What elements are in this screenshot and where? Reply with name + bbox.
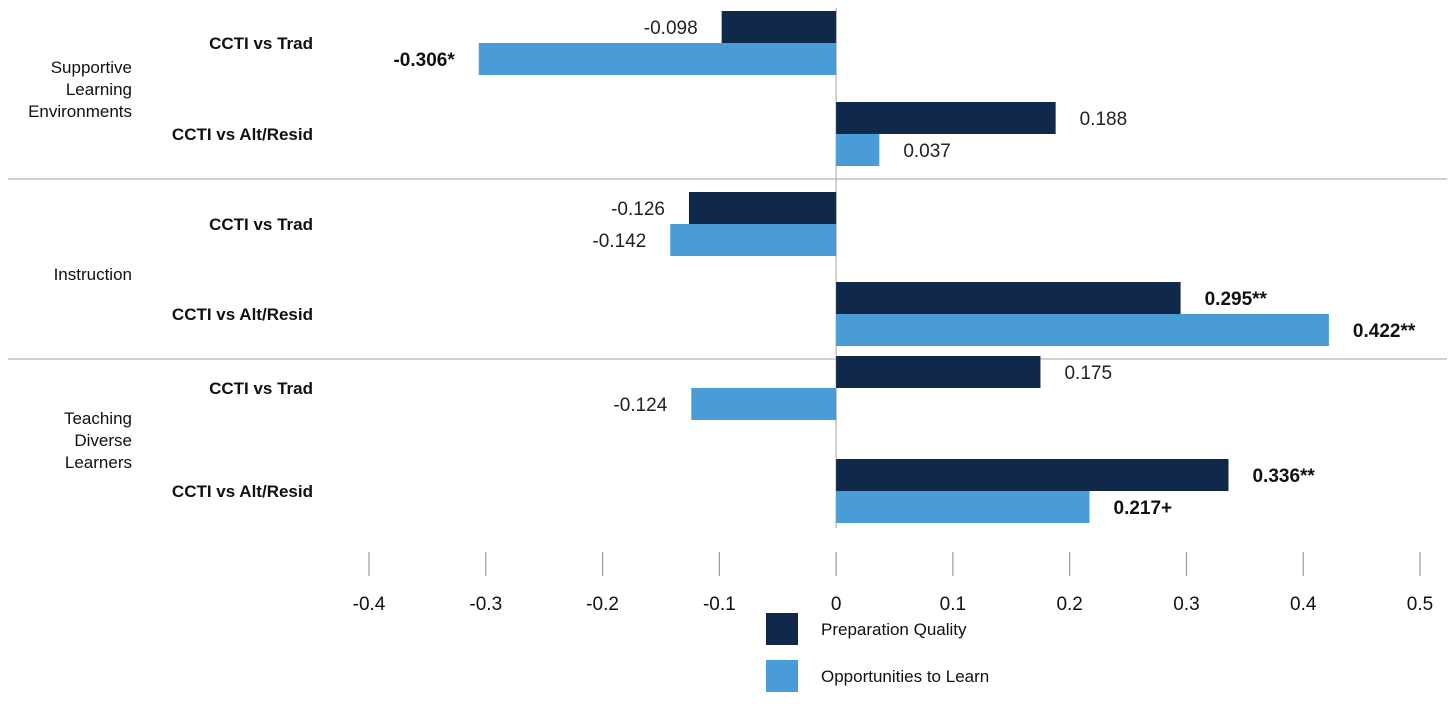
value-label: -0.098 <box>644 18 698 39</box>
x-tick-label: 0 <box>831 594 842 615</box>
value-label: -0.124 <box>613 395 667 416</box>
comparison-label: CCTI vs Trad <box>209 215 313 234</box>
group-label: Teaching Diverse Learners <box>64 409 132 472</box>
value-label: 0.037 <box>903 141 951 162</box>
row-labels: Supportive Learning Environments CCTI vs Tr… <box>28 34 313 501</box>
comparison-label: CCTI vs Trad <box>209 379 313 398</box>
value-label: 0.336** <box>1252 466 1315 487</box>
bar-opportunities-to-learn <box>836 314 1329 346</box>
x-tick-label: 0.1 <box>940 594 966 615</box>
comparison-label: CCTI vs Alt/Resid <box>172 125 313 144</box>
bar-preparation-quality <box>721 11 837 43</box>
value-label: 0.422** <box>1353 321 1416 342</box>
bar-preparation-quality <box>836 356 1041 388</box>
x-axis: -0.4 -0.3 -0.2 -0.1 0 0.1 0.2 0.3 0.4 0.5 <box>353 552 1433 615</box>
bar-opportunities-to-learn <box>836 491 1090 523</box>
bar-opportunities-to-learn <box>836 134 880 166</box>
x-tick-label: 0.2 <box>1056 594 1082 615</box>
value-label: 0.175 <box>1064 363 1112 384</box>
value-label: -0.126 <box>611 199 665 220</box>
bar-preparation-quality <box>836 282 1181 314</box>
bar-preparation-quality <box>688 192 837 224</box>
comparison-label: CCTI vs Trad <box>209 34 313 53</box>
group-label: Supportive Learning Environments <box>28 58 132 121</box>
bar-opportunities-to-learn <box>691 388 837 420</box>
group-label: Instruction <box>54 265 132 284</box>
comparison-label: CCTI vs Alt/Resid <box>172 305 313 324</box>
legend-label: Opportunities to Learn <box>821 667 989 686</box>
x-tick-label: 0.5 <box>1407 594 1433 615</box>
group-separators <box>8 178 1447 360</box>
value-label: 0.295** <box>1205 289 1268 310</box>
bars <box>478 11 1329 523</box>
x-tick-label: 0.4 <box>1290 594 1317 615</box>
value-label: -0.306* <box>393 50 455 71</box>
bar-preparation-quality <box>836 459 1229 491</box>
value-labels: -0.098 -0.306* 0.188 0.037 -0.126 -0.142 0.295… <box>393 18 1415 519</box>
bar-preparation-quality <box>836 102 1056 134</box>
x-tick-label: -0.4 <box>353 594 386 615</box>
value-label: 0.188 <box>1080 109 1128 130</box>
bar-opportunities-to-learn <box>478 43 837 75</box>
x-tick-label: -0.2 <box>586 594 619 615</box>
x-tick-label: -0.1 <box>703 594 736 615</box>
legend-label: Preparation Quality <box>821 620 967 639</box>
legend-swatch <box>766 660 798 692</box>
value-label: 0.217+ <box>1114 498 1173 519</box>
bar-opportunities-to-learn <box>670 224 837 256</box>
comparison-label: CCTI vs Alt/Resid <box>172 482 313 501</box>
x-tick-label: -0.3 <box>469 594 502 615</box>
value-label: -0.142 <box>592 231 646 252</box>
x-tick-label: 0.3 <box>1173 594 1199 615</box>
legend-swatch <box>766 613 798 645</box>
legend: Preparation Quality Opportunities to Lear… <box>766 613 989 692</box>
